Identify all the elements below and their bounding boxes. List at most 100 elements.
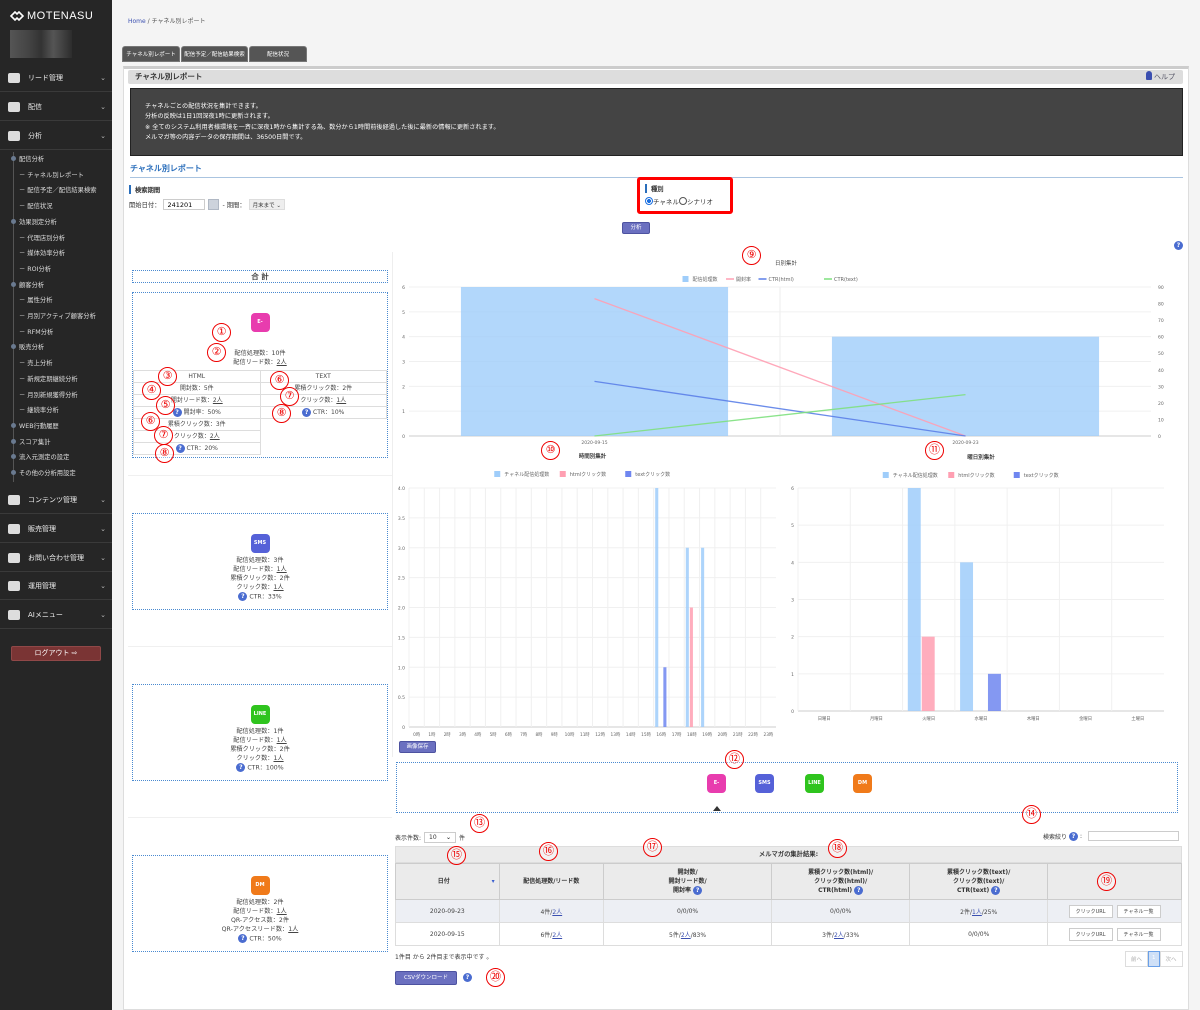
sidebar-subitem[interactable]: － ROI分析	[19, 265, 52, 273]
page-size-select[interactable]: 10 ⌄	[424, 832, 457, 843]
click-url-button[interactable]: クリックURL	[1068, 927, 1113, 941]
breadcrumb-home[interactable]: Home	[128, 18, 146, 25]
dm-leads-link[interactable]: 1人	[276, 908, 287, 915]
page-1-button[interactable]: 1	[1148, 951, 1160, 967]
sidebar-subheading[interactable]: WEB行動履歴	[11, 422, 59, 430]
channel-tab-sms[interactable]: SMS	[755, 774, 774, 793]
column-header[interactable]: 開封数/ 開封リード数/ 開封率 ?	[603, 863, 773, 900]
column-header[interactable]	[1047, 863, 1182, 900]
save-image-button[interactable]: 画像保存	[399, 741, 436, 753]
sidebar-item-users[interactable]: リード管理 ⌄	[0, 64, 112, 92]
help-question-icon[interactable]: ?	[238, 592, 248, 601]
sidebar-item-mail[interactable]: 配信 ⌄	[0, 93, 112, 121]
radio-unchecked-icon	[678, 197, 687, 205]
column-header[interactable]: 累積クリック数(html)/ クリック数(html)/ CTR(html) ?	[771, 863, 911, 900]
column-header[interactable]: 累積クリック数(text)/ クリック数(text)/ CTR(text) ?	[909, 863, 1049, 900]
sort-desc-icon[interactable]: ▾	[491, 878, 495, 885]
help-question-icon[interactable]: ?	[1069, 831, 1079, 841]
click-url-button[interactable]: クリックURL	[1068, 904, 1113, 918]
sidebar-subheading[interactable]: 販売分析	[10, 344, 45, 352]
chart-legend: チャネル配信処理数 htmlクリック数 textクリック数	[882, 472, 1059, 479]
kind-radio-scenario[interactable]: シナリオ	[678, 197, 713, 206]
filter-input[interactable]	[1088, 831, 1180, 841]
calendar-icon[interactable]	[208, 199, 220, 210]
period-select[interactable]: 月末まで ⌄	[248, 199, 286, 210]
logout-button[interactable]: ログアウト ⇨	[11, 646, 101, 661]
sms-clicks-link[interactable]: 1人	[273, 584, 284, 591]
sms-leads-link[interactable]: 1人	[276, 566, 287, 573]
help-question-icon[interactable]: ?	[236, 763, 246, 772]
radio-checked-icon	[645, 197, 653, 205]
start-date-input[interactable]	[163, 199, 206, 210]
help-question-icon[interactable]: ?	[1174, 241, 1183, 250]
period-label: - 期間：	[222, 202, 246, 209]
sidebar-subitem[interactable]: － 属性分析	[19, 297, 53, 305]
channel-tab-email[interactable]: E-MAIL	[707, 774, 726, 811]
text-clicks-link[interactable]: 1人	[336, 397, 347, 404]
tab-delivery-status[interactable]: 配信状況	[249, 46, 307, 62]
sidebar-item-ai[interactable]: AIメニュー ⌄	[0, 601, 112, 629]
channel-list-button[interactable]: チャネル一覧	[1116, 927, 1161, 941]
kind-radio-channel[interactable]: チャネル	[645, 197, 679, 206]
sidebar-subitem[interactable]: － チャネル別レポート	[19, 171, 84, 179]
help-question-icon[interactable]: ?	[693, 886, 703, 895]
help-question-icon[interactable]: ?	[175, 444, 185, 453]
sidebar-subitem[interactable]: － 月別アクティブ顧客分析	[19, 313, 96, 320]
sidebar-subitem[interactable]: － 媒体効率分析	[19, 250, 66, 258]
channel-tab-dm[interactable]: DM	[853, 774, 872, 793]
y-tick-label: 2	[402, 384, 405, 390]
sidebar-item-chart[interactable]: 分析 ⌄	[0, 122, 112, 150]
logo[interactable]: MOTENASU	[9, 10, 93, 22]
sidebar-subitem[interactable]: － 代理店別分析	[19, 234, 66, 242]
column-header[interactable]: 配信処理数/リード数	[498, 863, 605, 900]
help-link[interactable]: ヘルプ	[1145, 70, 1175, 84]
sidebar-subheading[interactable]: 顧客分析	[10, 281, 45, 289]
help-question-icon[interactable]: ?	[172, 408, 182, 417]
breadcrumb-sep: /	[147, 18, 150, 25]
sidebar-subitem[interactable]: － 売上分析	[19, 360, 53, 368]
line-leads-link[interactable]: 1人	[276, 737, 287, 744]
sidebar-subheading[interactable]: 効果測定分析	[11, 218, 57, 226]
sidebar-subheading[interactable]: 配信分析	[10, 156, 45, 163]
analyze-button[interactable]: 分析	[622, 222, 650, 234]
sidebar-subheading[interactable]: その他の分析用設定	[11, 470, 76, 477]
email-leads-link[interactable]: 2人	[276, 359, 287, 366]
sidebar-subitem[interactable]: － 継続率分析	[19, 407, 59, 415]
sidebar-subitem[interactable]: － 月別新規獲得分析	[19, 391, 78, 399]
help-question-icon[interactable]: ?	[854, 886, 864, 895]
leads-link[interactable]: 2人	[680, 931, 691, 939]
sidebar-subitem[interactable]: － 配信状況	[19, 203, 53, 211]
sidebar-subitem[interactable]: － RFM分析	[19, 328, 54, 336]
next-page-button[interactable]: 次へ	[1159, 951, 1183, 967]
y-tick-label: 2.5	[398, 576, 405, 582]
sidebar-item-sliders[interactable]: 運用管理 ⌄	[0, 572, 112, 600]
tab-channel-report[interactable]: チャネル別レポート	[122, 46, 180, 62]
leads-link[interactable]: 2人	[552, 931, 563, 939]
tab-schedule-search[interactable]: 配信予定／配信結果検索	[181, 46, 248, 62]
html-open-leads-link[interactable]: 2人	[212, 397, 223, 404]
line-clicks-link[interactable]: 1人	[273, 755, 284, 762]
sidebar-subheading[interactable]: 流入元測定の設定	[10, 454, 70, 462]
help-question-icon[interactable]: ?	[991, 886, 1001, 895]
help-question-icon[interactable]: ?	[238, 934, 248, 943]
channel-tab-line[interactable]: LINE	[805, 774, 824, 793]
dm-clicks-link[interactable]: 1人	[288, 926, 299, 933]
sidebar-subitem[interactable]: － 配信予定／配信結果検索	[19, 187, 97, 195]
prev-page-button[interactable]: 前へ	[1125, 951, 1149, 967]
column-header[interactable]: 日付 ▾	[395, 863, 500, 900]
sidebar-item-label: AIメニュー	[28, 610, 63, 619]
y2-tick-label: 10	[1158, 417, 1164, 423]
sidebar-subitem[interactable]: － 新規定期継続分析	[19, 375, 78, 383]
sidebar-item-cart[interactable]: 販売管理 ⌄	[0, 515, 112, 543]
sidebar-item-content[interactable]: コンテンツ管理 ⌄	[0, 486, 112, 514]
help-question-icon[interactable]: ?	[463, 973, 472, 982]
leads-link[interactable]: 2人	[552, 908, 563, 916]
leads-link[interactable]: 1人	[972, 908, 982, 916]
channel-list-button[interactable]: チャネル一覧	[1116, 904, 1161, 918]
leads-link[interactable]: 2人	[833, 931, 844, 939]
csv-download-button[interactable]: CSVダウンロード	[395, 971, 457, 985]
sidebar-item-question[interactable]: お問い合わせ管理 ⌄	[0, 544, 112, 572]
html-clicks-link[interactable]: 2人	[209, 433, 220, 440]
sidebar-subheading[interactable]: スコア集計	[10, 438, 51, 446]
help-question-icon[interactable]: ?	[302, 408, 312, 417]
